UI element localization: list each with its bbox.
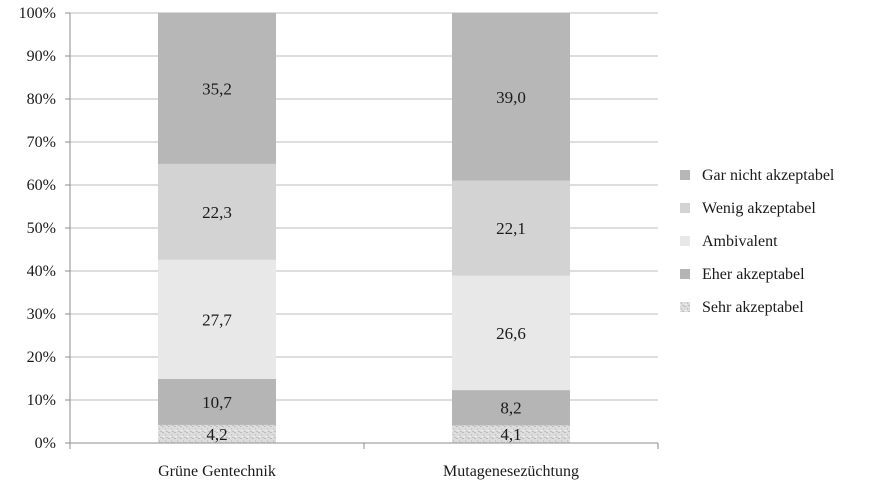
data-label: 8,2 xyxy=(500,399,521,418)
data-label: 22,3 xyxy=(202,203,232,222)
bars: 4,2 10,7 27,7 22,3 35,2 4,1 8,2 26,6 22,1 39,0 xyxy=(158,12,570,444)
y-tick-label: 10% xyxy=(27,392,56,409)
legend-label: Wenig akzeptabel xyxy=(702,200,816,217)
legend-label: Gar nicht akzeptabel xyxy=(702,167,835,184)
y-tick-label: 50% xyxy=(27,220,56,237)
bar-segment xyxy=(158,12,276,164)
data-label: 22,1 xyxy=(496,219,526,238)
legend-swatch xyxy=(680,269,690,279)
y-tick-label: 30% xyxy=(27,306,56,323)
legend-swatch xyxy=(680,302,690,312)
legend-swatch xyxy=(680,170,690,180)
x-axis: Grüne Gentechnik Mutagenesezüchtung xyxy=(69,442,659,480)
legend-swatch xyxy=(680,203,690,213)
data-label: 39,0 xyxy=(496,88,526,107)
data-label: 35,2 xyxy=(202,79,232,98)
y-tick-label: 40% xyxy=(27,263,56,280)
bar-segment xyxy=(158,259,276,379)
data-label: 26,6 xyxy=(496,324,526,343)
y-tick-label: 60% xyxy=(27,177,56,194)
bar-segment xyxy=(158,424,276,443)
legend: Gar nicht akzeptabel Wenig akzeptabel Ambi… xyxy=(680,167,835,316)
legend-swatch xyxy=(680,236,690,246)
x-tick-label: Mutagenesezüchtung xyxy=(443,463,579,480)
y-tick-label: 90% xyxy=(27,48,56,65)
y-tick-label: 0% xyxy=(35,435,56,452)
bar-segment xyxy=(158,163,276,260)
data-label: 27,7 xyxy=(202,310,232,329)
bar-segment xyxy=(452,275,570,391)
bar-segment xyxy=(452,180,570,276)
bar-segment xyxy=(452,425,570,443)
data-label: 10,7 xyxy=(202,393,232,412)
bar-segment xyxy=(452,13,570,181)
legend-label: Ambivalent xyxy=(702,233,778,250)
y-axis: 0% 10% 20% 30% 40% 50% 60% 70% 80% 90% 100% xyxy=(19,5,71,452)
legend-label: Sehr akzeptabel xyxy=(702,299,804,316)
data-label: 4,1 xyxy=(500,425,521,444)
y-tick-label: 20% xyxy=(27,349,56,366)
y-tick-label: 70% xyxy=(27,134,56,151)
x-tick-label: Grüne Gentechnik xyxy=(158,463,276,480)
y-tick-label: 80% xyxy=(27,91,56,108)
y-tick-label: 100% xyxy=(19,5,56,22)
legend-label: Eher akzeptabel xyxy=(702,266,805,283)
bar-segment xyxy=(158,378,276,425)
bar-segment xyxy=(452,390,570,426)
data-label: 4,2 xyxy=(206,425,227,444)
